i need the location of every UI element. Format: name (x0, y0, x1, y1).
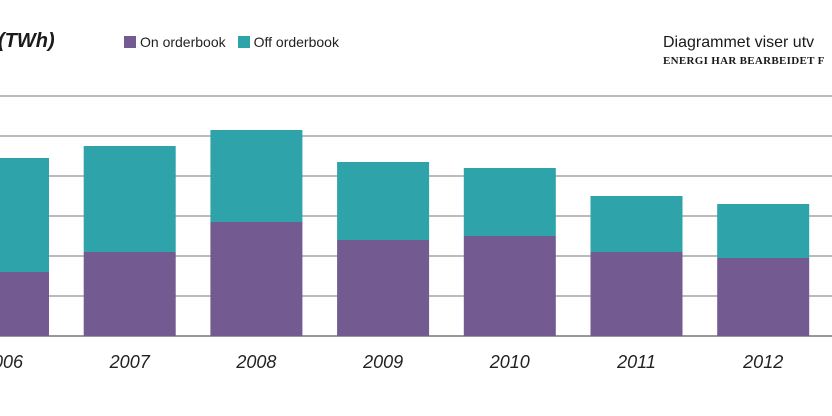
x-tick-label: 2012 (742, 352, 783, 372)
x-tick-label: 2006 (0, 352, 24, 372)
legend: On orderbook Off orderbook (124, 34, 351, 50)
bar-on-orderbook-2010 (463, 236, 556, 336)
bar-off-orderbook-2012 (717, 204, 810, 258)
chart-description: Diagrammet viser utv (663, 34, 815, 51)
legend-swatch-on-orderbook (124, 36, 136, 48)
bar-on-orderbook-2007 (83, 252, 176, 336)
bar-off-orderbook-2010 (463, 168, 556, 236)
x-tick-label: 2007 (109, 352, 151, 372)
legend-label-off-orderbook: Off orderbook (253, 34, 339, 50)
bar-on-orderbook-2008 (210, 222, 303, 336)
x-tick-label: 2011 (616, 352, 656, 372)
bar-off-orderbook-2007 (83, 146, 176, 252)
x-tick-label: 2009 (362, 352, 403, 372)
bar-on-orderbook-2011 (590, 252, 683, 336)
legend-label-on-orderbook: On orderbook (140, 34, 226, 50)
bar-off-orderbook-2006 (0, 158, 49, 272)
legend-item-off-orderbook: Off orderbook (237, 34, 339, 50)
bar-on-orderbook-2006 (0, 272, 49, 336)
legend-item-on-orderbook: On orderbook (124, 34, 226, 50)
x-tick-label: 2010 (489, 352, 530, 372)
bar-on-orderbook-2009 (337, 240, 430, 336)
x-tick-label: 2008 (235, 352, 276, 372)
bar-off-orderbook-2009 (337, 162, 430, 240)
chart-source: ENERGI HAR BEARBEIDET F (663, 55, 825, 67)
bar-on-orderbook-2012 (717, 258, 810, 336)
bar-off-orderbook-2011 (590, 196, 683, 252)
bar-off-orderbook-2008 (210, 130, 303, 222)
chart-title: (TWh) (0, 30, 55, 52)
legend-swatch-off-orderbook (237, 36, 250, 48)
